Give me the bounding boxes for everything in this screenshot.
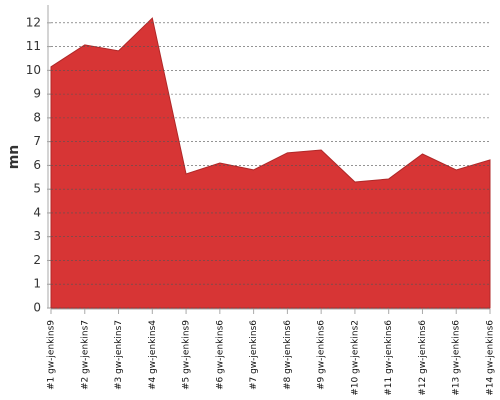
y-tick-label: 1: [33, 277, 41, 291]
y-tick-label: 10: [26, 63, 41, 77]
x-tick-label: #12 gw-jenkins6: [418, 320, 428, 396]
x-tick-label: #10 gw-jenkins2: [350, 320, 360, 396]
y-axis-label: mn: [6, 145, 22, 170]
y-tick-label: 8: [33, 110, 41, 124]
x-tick-label: #1 gw-jenkins9: [47, 320, 57, 390]
x-tick-label: #11 gw-jenkins6: [384, 320, 394, 396]
y-tick-label: 9: [33, 87, 41, 101]
x-tick-label: #13 gw-jenkins6: [452, 320, 462, 396]
x-tick-label: #6 gw-jenkins6: [215, 320, 225, 390]
x-tick-label: #5 gw-jenkins9: [182, 320, 192, 390]
y-tick-label: 3: [33, 229, 41, 243]
y-tick-label: 12: [26, 15, 41, 29]
y-tick-label: 4: [33, 205, 41, 219]
y-tick-label: 6: [33, 158, 41, 172]
y-tick-label: 0: [33, 301, 41, 315]
y-tick-label: 5: [33, 182, 41, 196]
x-tick-label: #7 gw-jenkins6: [249, 320, 259, 390]
x-tick-label: #9 gw-jenkins6: [317, 320, 327, 390]
x-tick-label: #8 gw-jenkins6: [283, 320, 293, 390]
x-tick-label: #14 gw-jenkins6: [486, 320, 496, 396]
y-tick-label: 11: [26, 39, 41, 53]
y-tick-label: 2: [33, 253, 41, 267]
x-tick-label: #2 gw-jenkins7: [80, 320, 90, 390]
x-tick-label: #4 gw-jenkins4: [148, 320, 158, 390]
y-tick-label: 7: [33, 134, 41, 148]
area: [50, 17, 491, 309]
x-tick-label: #3 gw-jenkins7: [114, 320, 124, 390]
